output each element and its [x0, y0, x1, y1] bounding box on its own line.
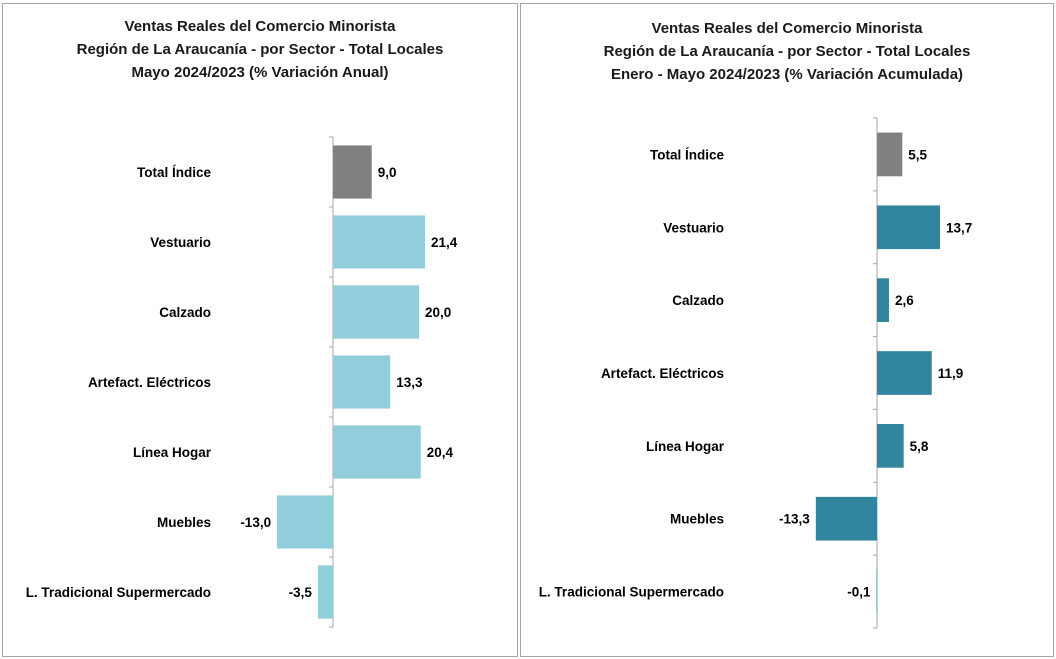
category-label: Total Índice [137, 165, 211, 180]
bar [333, 145, 372, 199]
category-label: Muebles [670, 512, 724, 527]
data-label: 9,0 [378, 165, 397, 180]
bar [333, 215, 426, 269]
category-label: Calzado [672, 293, 724, 308]
bar [877, 132, 903, 177]
bar [877, 351, 932, 395]
bar [333, 355, 391, 409]
category-label: Vestuario [663, 220, 724, 235]
data-label: 2,6 [895, 293, 914, 308]
data-label: 20,4 [427, 445, 454, 460]
chart-title-line-2: Región de La Araucanía - por Sector - To… [603, 43, 971, 60]
chart-panel-annual: Ventas Reales del Comercio Minorista Reg… [2, 3, 518, 657]
data-label: 5,8 [910, 439, 929, 454]
bar [815, 496, 877, 541]
chart-title-line-1: Ventas Reales del Comercio Minorista [124, 18, 396, 35]
category-label: Calzado [159, 305, 211, 320]
chart-title-line-3: Mayo 2024/2023 (% Variación Anual) [131, 64, 389, 81]
category-label: Artefact. Eléctricos [88, 375, 211, 390]
data-label: 5,5 [908, 147, 927, 162]
bar [877, 424, 904, 468]
bar [333, 285, 419, 339]
data-label: 20,0 [425, 305, 451, 320]
chart-title-line-3: Enero - Mayo 2024/2023 (% Variación Acum… [610, 66, 964, 83]
bar [877, 205, 941, 250]
bar [877, 278, 889, 322]
data-label: 11,9 [938, 366, 964, 381]
data-label: -13,0 [240, 515, 271, 530]
category-label: Vestuario [150, 235, 211, 250]
data-label: -0,1 [847, 585, 871, 600]
category-label: Artefact. Eléctricos [601, 366, 724, 381]
category-label: Línea Hogar [646, 439, 725, 454]
chart-title-line-1: Ventas Reales del Comercio Minorista [651, 20, 923, 37]
chart-panel-accumulated: Ventas Reales del Comercio Minorista Reg… [520, 3, 1054, 657]
chart-title-line-2: Región de La Araucanía - por Sector - To… [76, 41, 444, 58]
data-label: 21,4 [431, 235, 458, 250]
data-label: -13,3 [779, 512, 810, 527]
bar-chart-accumulated: 5,5 Total Índice 13,7 Vestuario 2,6 Calzado 11… [539, 117, 972, 629]
data-label: 13,7 [946, 220, 972, 235]
category-label: Línea Hogar [133, 445, 212, 460]
category-label: Muebles [157, 515, 211, 530]
bar [333, 425, 421, 479]
category-label: Total Índice [650, 147, 724, 162]
data-label: 13,3 [396, 375, 423, 390]
category-label: L. Tradicional Supermercado [26, 585, 211, 600]
bar [317, 565, 333, 619]
bar [277, 495, 333, 549]
bar [876, 569, 878, 614]
category-label: L. Tradicional Supermercado [539, 585, 724, 600]
bar-chart-annual: 9,0 Total Índice 21,4 Vestuario 20,0 Calzado 1… [26, 136, 458, 628]
data-label: -3,5 [289, 585, 313, 600]
